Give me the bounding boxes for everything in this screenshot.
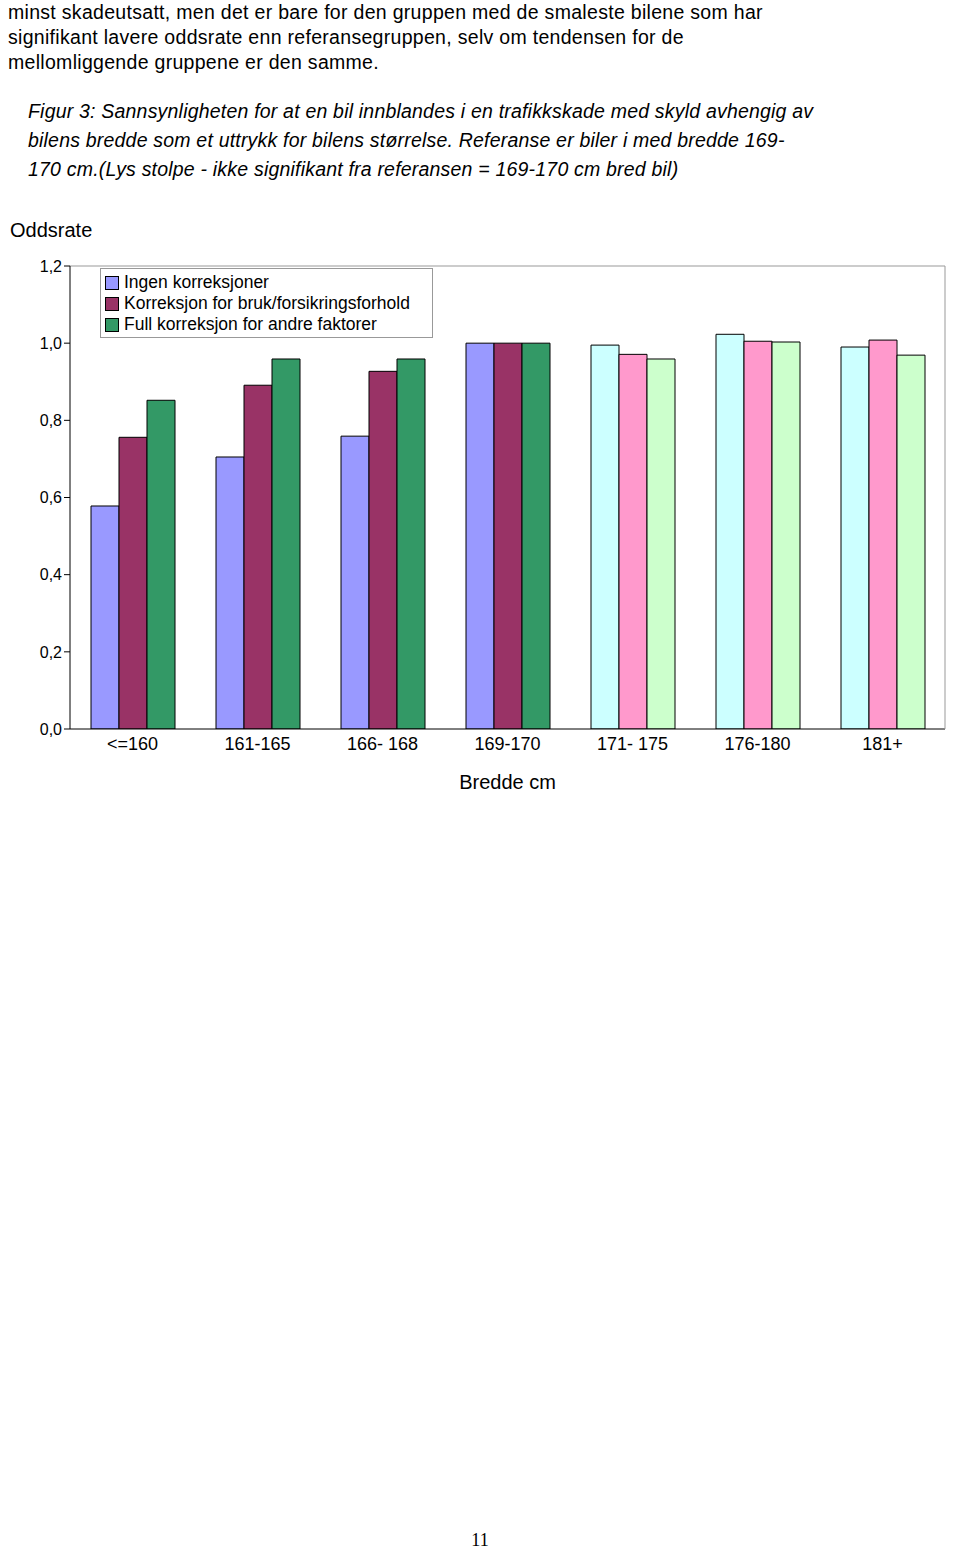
svg-text:171- 175: 171- 175: [597, 734, 668, 754]
svg-text:0,2: 0,2: [40, 644, 62, 661]
svg-text:0,0: 0,0: [40, 721, 62, 738]
svg-text:161-165: 161-165: [224, 734, 290, 754]
html-text:Ingen korreksjoner: Ingen korreksjoner: [124, 272, 269, 292]
svg-text:1,0: 1,0: [40, 335, 62, 352]
svg-text:176-180: 176-180: [724, 734, 790, 754]
html-text:11: 11: [471, 1530, 489, 1550]
html-text:Full korreksjon for andre fakt: Full korreksjon for andre faktorer: [124, 314, 377, 334]
svg-text:0,6: 0,6: [40, 489, 62, 506]
html-text:Figur 3: Sannsynligheten for a: Figur 3: Sannsynligheten for at en bil i…: [28, 100, 814, 180]
svg-text:<=160: <=160: [107, 734, 158, 754]
html-text:Oddsrate: Oddsrate: [10, 219, 93, 241]
svg-text:181+: 181+: [862, 734, 903, 754]
svg-text:0,4: 0,4: [40, 566, 62, 583]
html-text:Korreksjon for bruk/forsikring: Korreksjon for bruk/forsikringsforhold: [124, 293, 410, 313]
html-text:minst skadeutsatt, men det er: minst skadeutsatt, men det er bare for d…: [8, 1, 763, 73]
svg-text:169-170: 169-170: [474, 734, 540, 754]
svg-text:166- 168: 166- 168: [347, 734, 418, 754]
svg-text:1,2: 1,2: [40, 258, 62, 275]
svg-text:Bredde cm: Bredde cm: [459, 771, 556, 793]
svg-text:0,8: 0,8: [40, 412, 62, 429]
